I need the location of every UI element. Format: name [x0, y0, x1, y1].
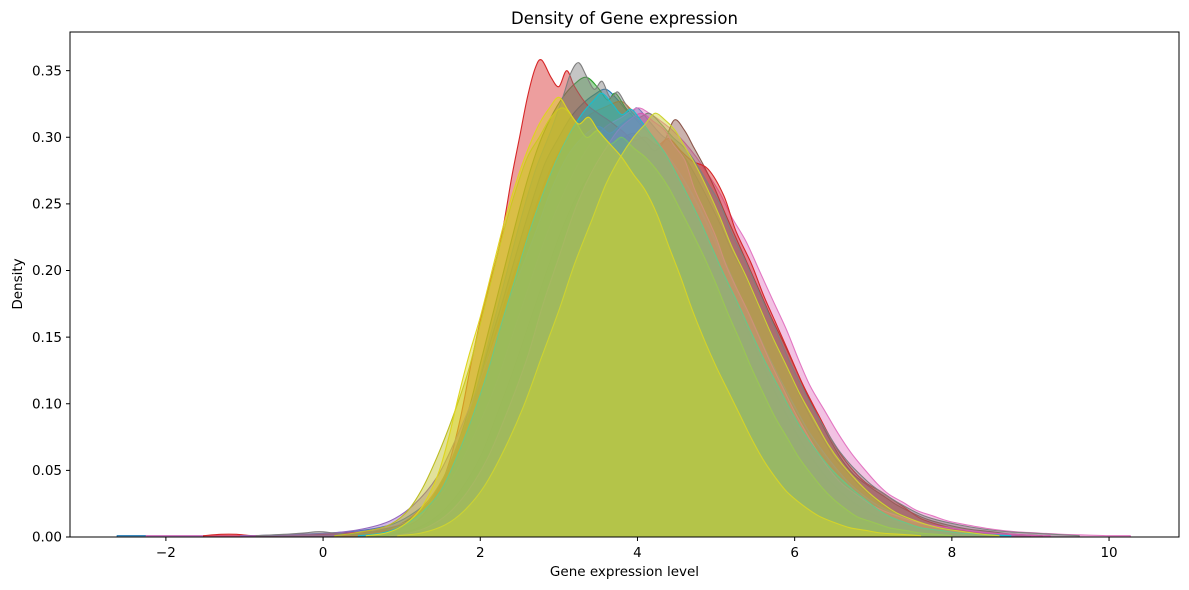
- y-tick-label: 0.00: [32, 530, 62, 546]
- y-tick-label: 0.20: [32, 263, 62, 279]
- y-tick-label: 0.25: [32, 197, 62, 213]
- plot-frame: [69, 31, 1180, 538]
- x-tick-label: 6: [790, 545, 799, 561]
- y-axis-label: Density: [10, 258, 26, 310]
- y-tick-label: 0.30: [32, 130, 62, 146]
- x-tick-label: 8: [948, 545, 957, 561]
- x-tick-label: 2: [476, 545, 485, 561]
- y-tick-label: 0.05: [32, 463, 62, 479]
- x-axis-label: Gene expression level: [549, 564, 700, 580]
- kde-curve-brown: [381, 119, 1043, 538]
- kde-curve-cyan: [357, 92, 1012, 538]
- kde-curve-gray: [255, 62, 1080, 538]
- x-tick-label: 4: [633, 545, 642, 561]
- kde-curve-olive: [334, 107, 953, 538]
- plot-title: Density of Gene expression: [511, 9, 738, 28]
- y-tick-label: 0.35: [32, 63, 62, 79]
- y-tick-label: 0.10: [32, 396, 62, 412]
- y-tick-label: 0.15: [32, 330, 62, 346]
- kde-curve-pink: [145, 107, 1131, 538]
- kde-curve-magenta: [389, 112, 1051, 538]
- x-tick-label: 10: [1100, 545, 1117, 561]
- kde-curve-yellowgreen: [397, 112, 1000, 538]
- x-tick-label: 0: [319, 545, 328, 561]
- x-tick-label: −2: [156, 545, 176, 561]
- kde-curve-yellow: [365, 96, 921, 538]
- kde-curve-purple: [240, 116, 1016, 538]
